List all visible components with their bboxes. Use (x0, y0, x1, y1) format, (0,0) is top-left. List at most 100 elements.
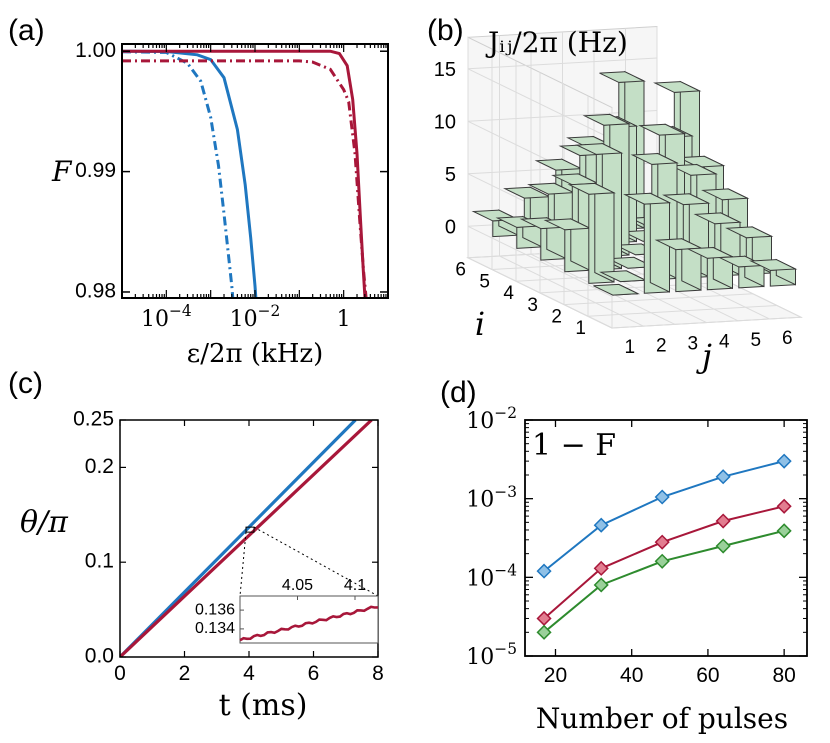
zoom-connector (253, 526, 379, 597)
y-tick-label-base: 10 (466, 488, 494, 513)
data-point-green (536, 624, 552, 640)
annotation-label: 1 − F (532, 428, 616, 463)
x-tick-label: 1 (337, 307, 351, 332)
bar-top (701, 188, 750, 201)
y-tick-label-base: 10 (466, 409, 494, 434)
series-line-blue (543, 460, 785, 572)
bar-top (567, 182, 616, 195)
x-tick-label: 80 (772, 664, 795, 687)
bar-top (662, 193, 711, 206)
i-tick-label: 2 (551, 306, 562, 327)
z-gridline (467, 225, 613, 297)
z-tick-label: 10 (434, 112, 456, 134)
x-axis-label: ε/2π (kHz) (187, 339, 324, 369)
y-tick-label: 0.2 (85, 455, 114, 478)
inset-x-tick-label: 4.05 (282, 577, 313, 594)
bar-top (519, 217, 568, 230)
data-point-green (654, 553, 670, 569)
panel-label-a: (a) (8, 14, 45, 47)
j-tick-label: 5 (750, 330, 761, 351)
y-tick-label-exp: −4 (494, 561, 517, 579)
i-tick-label: 6 (455, 260, 466, 281)
j-tick-label: 1 (624, 337, 635, 358)
i-tick-label: 1 (575, 318, 586, 339)
series-line-red-dashdot (122, 59, 368, 298)
j-tick-label: 6 (782, 328, 793, 349)
bar-top (630, 152, 679, 165)
z-gridline (467, 68, 613, 140)
y-tick-label: 0.99 (75, 159, 116, 182)
bar-top (527, 182, 576, 195)
bar-top (543, 218, 592, 231)
y-tick-label-exp: −3 (494, 483, 517, 501)
bar-top (677, 155, 726, 168)
bar-top (593, 283, 640, 296)
bar-top (669, 163, 718, 176)
z-tick-label: 15 (434, 59, 456, 81)
y-tick-label: 1.00 (75, 39, 116, 62)
y-tick-label-base: 10 (466, 566, 494, 591)
y-tick-label-exp: −2 (494, 404, 517, 422)
j-tick-label: 3 (687, 334, 698, 355)
j-tick-label: 4 (719, 332, 730, 353)
x-tick-label-exp: −2 (258, 302, 281, 320)
i-tick-label: 5 (479, 271, 490, 292)
x-tick-label: 4 (243, 662, 255, 685)
x-tick-label-base: 10 (141, 307, 169, 332)
x-tick-label: 10−2 (230, 302, 281, 332)
bar-top (623, 192, 672, 205)
inset-y-tick-label: 0.136 (195, 601, 235, 618)
data-point-blue (536, 563, 552, 579)
bar-top (503, 186, 552, 199)
bar-face-side (594, 182, 615, 283)
inset-y-tick-label: 0.134 (195, 620, 235, 637)
x-tick-label: 2 (179, 662, 191, 685)
y-tick-label-base: 10 (466, 645, 494, 670)
data-point-blue (654, 489, 670, 505)
data-point-red (715, 513, 731, 529)
z-tick-label: 0 (445, 217, 456, 239)
x-axis-label: Number of pulses (536, 702, 788, 735)
y-axis-label: F (51, 155, 73, 188)
bar-top (575, 143, 624, 155)
y-axis-label: θ/π (20, 505, 69, 540)
bar-top (599, 270, 648, 283)
data-point-green (593, 577, 609, 593)
bar-top (749, 259, 798, 271)
x-tick-label: 60 (696, 664, 719, 687)
panel-label-b: (b) (427, 14, 464, 47)
data-point-red (654, 534, 670, 550)
x-tick-label: 0 (114, 662, 126, 685)
y-tick-label: 0.25 (73, 408, 114, 431)
series-line-blue-solid (122, 49, 258, 298)
data-point-blue (593, 517, 609, 533)
x-tick-label-base: 10 (230, 307, 258, 332)
series-line-blue-dashdot (122, 50, 235, 298)
data-point-green (715, 538, 731, 554)
z-gridline (467, 57, 658, 70)
y-tick-label: 10−3 (466, 483, 517, 513)
bar-top (534, 158, 583, 171)
series-line-blue (120, 420, 357, 657)
bar-top (719, 255, 766, 268)
x-tick-label: 20 (544, 664, 567, 687)
bar-top (653, 81, 702, 93)
x-tick-label: 10−4 (141, 302, 192, 332)
panel-c-chart: 0.0 0.1 0.2 0.25 0 2 4 6 8 θ/π t (ms) 4.05 4.1 0.136 0… (20, 408, 384, 723)
z-tick-label: 5 (445, 164, 456, 186)
y-tick-label: 0.1 (85, 550, 114, 573)
bar-top (495, 216, 544, 228)
y-tick-label: 0.0 (85, 645, 114, 668)
x-tick-label: 8 (372, 662, 384, 685)
x-axis-label: t (ms) (219, 688, 308, 723)
data-point-red (776, 498, 792, 514)
x-axis-label: j (696, 337, 712, 375)
y-tick-label-exp: −5 (494, 640, 517, 658)
bar-top (638, 123, 687, 136)
inset-x-tick-label: 4.1 (344, 577, 366, 594)
chart-title: Jᵢⱼ/2π (Hz) (485, 26, 628, 59)
